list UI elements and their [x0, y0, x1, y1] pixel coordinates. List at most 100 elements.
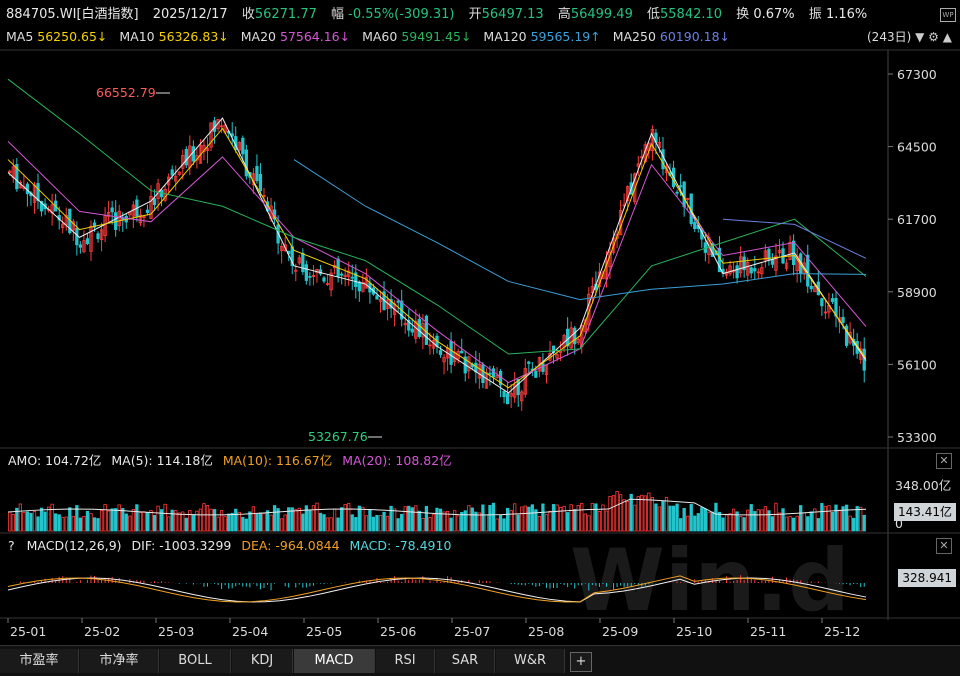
candle-body [442, 357, 446, 363]
window-icon[interactable]: WP [940, 8, 956, 22]
candle-body [756, 271, 760, 274]
candle-body [558, 350, 563, 353]
volume-bar [128, 515, 132, 532]
volume-bar [89, 513, 93, 532]
volume-bar [99, 510, 104, 532]
volume-bar [138, 512, 143, 532]
tab-sar[interactable]: SAR [436, 649, 495, 673]
candle-body [92, 222, 97, 228]
candle-body [219, 125, 224, 128]
candle-body [410, 328, 414, 333]
date-tick-label: 25-03 [158, 624, 194, 639]
volume-bar [431, 514, 436, 532]
volume-bar [375, 514, 379, 532]
volume-bar [498, 514, 503, 532]
volume-bar [322, 514, 326, 532]
volume-bar [389, 505, 393, 532]
volume-bar [149, 510, 153, 532]
candle-body [103, 215, 107, 237]
volume-bar [731, 508, 736, 532]
tab-macd[interactable]: MACD [294, 649, 375, 673]
candle-body [357, 281, 361, 292]
volume-bar [721, 517, 725, 532]
volume-bar [32, 511, 37, 532]
volume-bar [523, 505, 527, 532]
candle-body [181, 155, 185, 169]
tab-wr[interactable]: W&R [496, 649, 565, 673]
volume-bar [181, 511, 185, 532]
candle-body [61, 223, 65, 229]
tab-pb[interactable]: 市净率 [80, 649, 159, 673]
period-label[interactable]: (243日) [867, 30, 912, 44]
candle-body [209, 122, 213, 148]
volume-bar [428, 517, 432, 532]
volume-bar [675, 503, 679, 532]
candle-body [283, 244, 287, 252]
chevron-down-icon[interactable]: ▼ [915, 30, 925, 44]
candle-body [753, 268, 757, 272]
volume-bar [110, 508, 114, 532]
volume-bar [378, 515, 383, 532]
volume-bar [855, 506, 859, 532]
candle-body [604, 260, 609, 280]
candle-body [534, 370, 538, 378]
volume-bar [859, 506, 863, 532]
volume-bar [156, 505, 160, 532]
volume-axis-top: 348.00亿 [895, 478, 951, 493]
candle-body [823, 311, 828, 314]
volume-bar [799, 505, 803, 532]
volume-bar [558, 506, 563, 532]
add-tab-button[interactable]: + [570, 652, 592, 672]
low-annotation: 53267.76 [308, 429, 368, 444]
candle-body [813, 286, 817, 293]
volume-bar [258, 512, 263, 532]
date-tick-label: 25-04 [232, 624, 268, 639]
volume-bar [636, 496, 640, 532]
volume-bar [703, 508, 707, 532]
candle-body [809, 285, 813, 290]
volume-axis-zero: 0 [895, 516, 903, 531]
candle-body [844, 325, 849, 346]
help-icon[interactable]: ? [8, 538, 15, 553]
candle-body [590, 286, 594, 294]
candle-body [414, 320, 418, 339]
volume-bar [241, 516, 245, 532]
tab-rsi[interactable]: RSI [376, 649, 435, 673]
volume-bar [205, 505, 210, 532]
volume-bar [693, 515, 697, 532]
volume-bar [527, 506, 531, 532]
volume-bar [573, 509, 577, 532]
volume-bar [749, 504, 753, 532]
date-axis: 25-01 25-02 25-03 25-04 25-05 25-06 25-07 25-08… [7, 618, 860, 639]
period-selector[interactable]: (243日) ▼ ⚙ ▲ [867, 28, 952, 45]
candle-body [71, 221, 75, 231]
volume-bar [392, 508, 397, 532]
candle-body [541, 363, 545, 372]
volume-bar [114, 508, 118, 532]
candle-body [784, 262, 789, 269]
volume-bar [195, 510, 199, 532]
volume-bar [728, 513, 732, 532]
tab-boll[interactable]: BOLL [160, 649, 231, 673]
close-volume-panel-icon[interactable]: ✕ [936, 453, 952, 469]
candle-body [417, 318, 421, 337]
volume-bar [505, 507, 510, 532]
tab-kdj[interactable]: KDJ [232, 649, 293, 673]
candle-body [488, 372, 492, 375]
volume-bar [227, 513, 231, 532]
amo-ma10: MA(10): 116.67亿 [222, 453, 333, 468]
candle-body [633, 173, 637, 202]
volume-bar [294, 509, 298, 532]
chevron-up-icon[interactable]: ▲ [942, 30, 952, 44]
volume-bar [251, 506, 256, 532]
candle-body [626, 186, 630, 201]
close-macd-panel-icon[interactable]: ✕ [936, 538, 952, 554]
candle-body [724, 271, 729, 276]
volume-bar [668, 505, 672, 532]
settings-icon[interactable]: ⚙ [928, 30, 939, 44]
volume-bar [823, 505, 828, 532]
tab-pe[interactable]: 市盈率 [0, 649, 79, 673]
date-tick-label: 25-02 [84, 624, 120, 639]
candle-body [347, 270, 351, 278]
volume-bar [43, 511, 47, 532]
